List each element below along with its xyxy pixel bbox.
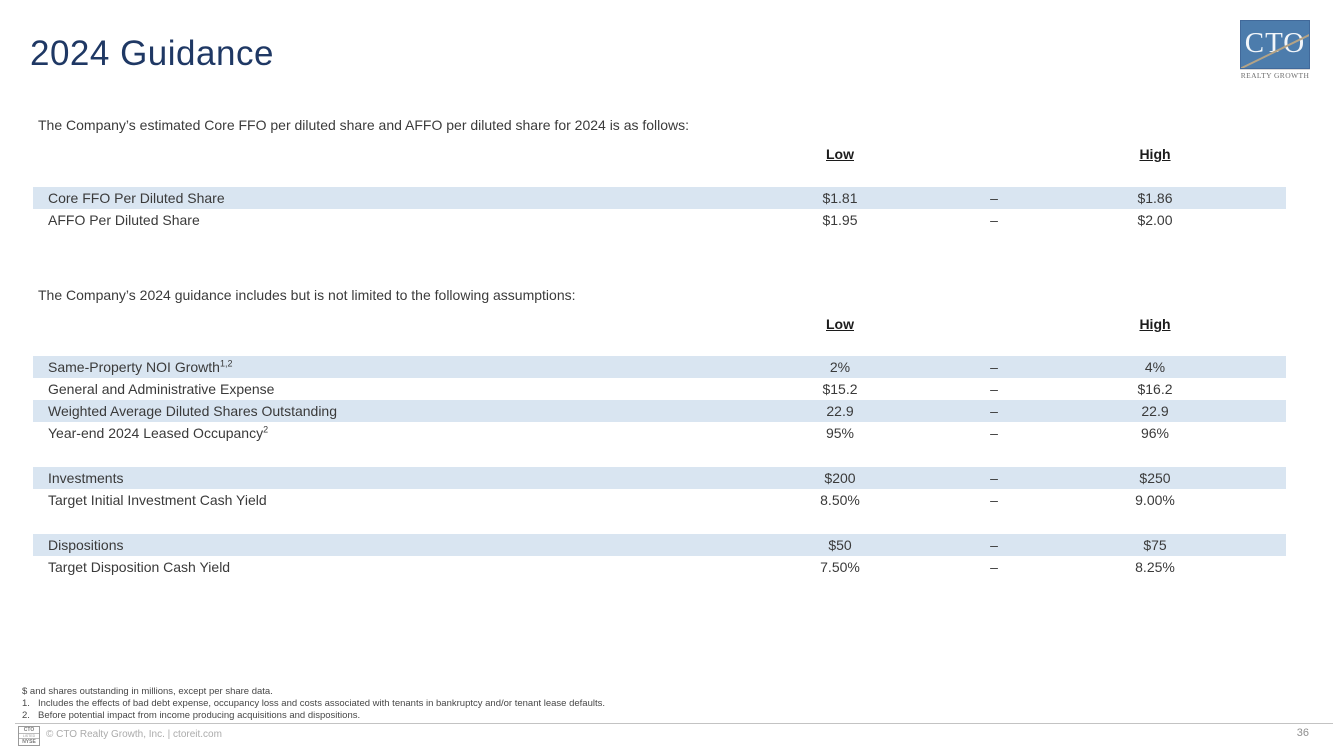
badge-nyse-text: NYSE (19, 738, 39, 745)
footnote-general: $ and shares outstanding in millions, ex… (22, 686, 605, 698)
row-label: AFFO Per Diluted Share (48, 212, 200, 228)
logo-box: CTO (1240, 20, 1310, 69)
logo-acronym: CTO (1244, 27, 1306, 59)
footnote-text: $ and shares outstanding in millions, ex… (22, 686, 273, 697)
high-column-header: High (1139, 146, 1171, 162)
range-dash: – (990, 190, 998, 206)
footnote-number: 2. (22, 710, 30, 721)
table-row: Target Disposition Cash Yield 7.50% – 8.25% (33, 556, 1286, 578)
range-dash: – (990, 470, 998, 486)
low-value: $200 (824, 470, 856, 486)
footnote-2: 2. Before potential impact from income p… (22, 710, 605, 722)
high-value: 9.00% (1135, 492, 1175, 508)
range-dash: – (990, 381, 998, 397)
high-value: $1.86 (1137, 190, 1173, 206)
high-value: 8.25% (1135, 559, 1175, 575)
low-value: $1.95 (822, 212, 858, 228)
low-value: 2% (829, 359, 851, 375)
low-value: 8.50% (820, 492, 860, 508)
footer-divider (15, 723, 1333, 724)
low-column-header: Low (826, 146, 854, 162)
table-row: Weighted Average Diluted Shares Outstand… (33, 400, 1286, 422)
row-label: Same-Property NOI Growth1,2 (48, 358, 233, 375)
high-value: 96% (1140, 425, 1170, 441)
table-row: Core FFO Per Diluted Share $1.81 – $1.86 (33, 187, 1286, 209)
low-value: $1.81 (822, 190, 858, 206)
nyse-listed-badge: CTO LISTED NYSE (18, 726, 40, 746)
high-value: $16.2 (1137, 381, 1173, 397)
high-value: $250 (1139, 470, 1171, 486)
table-row-spacer (33, 444, 1286, 467)
high-value: 22.9 (1141, 403, 1169, 419)
range-dash: – (990, 492, 998, 508)
low-value: $15.2 (822, 381, 858, 397)
footnote-reference: 2 (263, 424, 269, 435)
copyright-text: © CTO Realty Growth, Inc. | ctoreit.com (46, 729, 222, 740)
ffo-table: Core FFO Per Diluted Share $1.81 – $1.86 AFF… (33, 187, 1286, 231)
assumptions-table-header-row: Low High (33, 316, 1286, 334)
low-value: 22.9 (826, 403, 854, 419)
row-label: Target Initial Investment Cash Yield (48, 492, 267, 508)
table-row: AFFO Per Diluted Share $1.95 – $2.00 (33, 209, 1286, 231)
row-label: Target Disposition Cash Yield (48, 559, 231, 575)
low-column-header: Low (826, 316, 854, 332)
low-value: 7.50% (820, 559, 860, 575)
row-label: Weighted Average Diluted Shares Outstand… (48, 403, 338, 419)
row-label: Core FFO Per Diluted Share (48, 190, 225, 206)
assumptions-table: Same-Property NOI Growth1,2 2% – 4% General … (33, 356, 1286, 578)
company-logo: CTO REALTY GROWTH (1240, 20, 1310, 80)
range-dash: – (990, 403, 998, 419)
footnote-text: Before potential impact from income prod… (38, 710, 361, 721)
table-row: Same-Property NOI Growth1,2 2% – 4% (33, 356, 1286, 378)
low-value: $50 (828, 537, 852, 553)
table-row: Target Initial Investment Cash Yield 8.50… (33, 489, 1286, 511)
range-dash: – (990, 425, 998, 441)
row-label: Dispositions (48, 537, 124, 553)
table-row: Year-end 2024 Leased Occupancy2 95% – 96% (33, 422, 1286, 444)
footnote-text: Includes the effects of bad debt expense… (38, 698, 606, 709)
row-label: General and Administrative Expense (48, 381, 275, 397)
high-value: $2.00 (1137, 212, 1173, 228)
footnote-reference: 1,2 (219, 358, 233, 369)
ffo-table-header-row: Low High (33, 146, 1286, 164)
table-row-spacer (33, 511, 1286, 534)
high-column-header: High (1139, 316, 1171, 332)
intro-ffo-paragraph: The Company’s estimated Core FFO per dil… (38, 117, 690, 133)
badge-cto-text: CTO (19, 727, 39, 734)
badge-listed-text: LISTED (22, 734, 36, 738)
page-title: 2024 Guidance (30, 34, 274, 73)
table-row: Dispositions $50 – $75 (33, 534, 1286, 556)
footnote-number: 1. (22, 698, 30, 709)
range-dash: – (990, 359, 998, 375)
footnotes: $ and shares outstanding in millions, ex… (22, 686, 605, 722)
intro-assumptions-paragraph: The Company’s 2024 guidance includes but… (38, 287, 576, 303)
table-row: General and Administrative Expense $15.2 –… (33, 378, 1286, 400)
low-value: 95% (825, 425, 855, 441)
row-label: Investments (48, 470, 124, 486)
high-value: 4% (1144, 359, 1166, 375)
range-dash: – (990, 537, 998, 553)
table-row: Investments $200 – $250 (33, 467, 1286, 489)
page-number: 36 (1296, 727, 1309, 739)
range-dash: – (990, 212, 998, 228)
footnote-1: 1. Includes the effects of bad debt expe… (22, 698, 605, 710)
row-label: Year-end 2024 Leased Occupancy2 (48, 424, 269, 441)
range-dash: – (990, 559, 998, 575)
logo-subtitle: REALTY GROWTH (1240, 69, 1310, 80)
high-value: $75 (1143, 537, 1167, 553)
